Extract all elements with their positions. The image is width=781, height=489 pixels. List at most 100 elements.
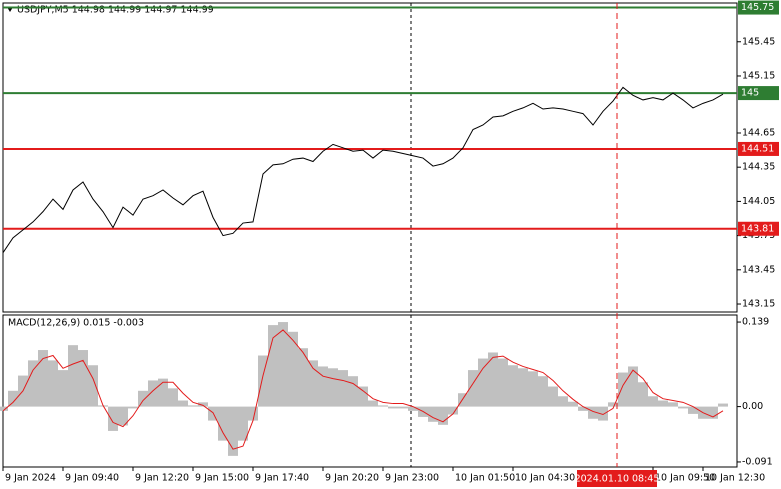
macd-bar	[298, 348, 308, 407]
x-tick-label: 10 Jan 01:50	[455, 473, 515, 484]
macd-bar	[118, 406, 128, 426]
macd-bar	[328, 368, 338, 407]
macd-bar	[538, 376, 548, 407]
macd-bar	[668, 402, 678, 407]
macd-bar	[458, 393, 468, 407]
level-label-box	[738, 86, 779, 101]
x-tick-label: 9 Jan 2024	[5, 473, 56, 484]
x-tick-label: 9 Jan 09:40	[65, 473, 119, 484]
crosshair-label: 2024.01.10 08:45	[575, 474, 660, 485]
price-line	[2, 86, 724, 253]
macd-bar	[648, 396, 658, 407]
level-label-box	[738, 141, 779, 156]
level-label: 143.81	[741, 223, 774, 234]
macd-bar	[378, 405, 388, 407]
macd-bar	[158, 378, 168, 407]
macd-bar	[638, 382, 648, 407]
level-label: 145.75	[741, 2, 774, 13]
macd-bar	[468, 370, 478, 407]
level-label: 144.51	[741, 143, 774, 154]
macd-bar	[168, 388, 178, 407]
macd-bar	[528, 371, 538, 407]
macd-bar	[58, 370, 68, 407]
y-tick-label: -0.091	[742, 456, 773, 467]
x-tick-label: 10 Jan 09:50	[655, 473, 715, 484]
macd-bar	[578, 406, 588, 411]
macd-bar	[588, 406, 598, 419]
x-tick-label: 9 Jan 15:00	[195, 473, 249, 484]
x-tick-label: 10 Jan 12:30	[705, 473, 765, 484]
macd-bar	[618, 372, 628, 407]
macd-bar	[548, 386, 558, 407]
macd-bar	[338, 370, 348, 407]
level-label-box	[738, 221, 779, 236]
macd-bar	[598, 406, 608, 421]
y-tick-label: 144.35	[742, 162, 775, 173]
macd-bar	[518, 368, 528, 407]
macd-bar	[558, 396, 568, 407]
x-tick-label: 9 Jan 12:20	[135, 473, 189, 484]
macd-bar	[348, 376, 358, 407]
y-tick-label: 0.00	[742, 401, 763, 412]
macd-bar	[248, 406, 258, 421]
macd-bar	[68, 345, 78, 407]
macd-bar	[318, 366, 328, 407]
macd-bar	[438, 406, 448, 425]
macd-bar	[658, 400, 668, 407]
macd-bar	[238, 406, 248, 441]
macd-bar	[228, 406, 238, 456]
macd-bar	[48, 360, 58, 407]
y-tick-label: 0.139	[742, 317, 769, 328]
macd-bar	[198, 402, 208, 407]
macd-bar	[268, 325, 278, 407]
level-label-box	[738, 0, 779, 15]
macd-bar	[568, 401, 578, 407]
y-tick-label: 145.15	[742, 70, 775, 81]
macd-bar	[448, 406, 458, 415]
macd-bar	[128, 406, 138, 409]
macd-title: MACD(12,26,9) 0.015 -0.003	[8, 318, 144, 329]
x-tick-label: 9 Jan 23:00	[385, 473, 439, 484]
signal-line	[2, 329, 724, 450]
macd-bar	[388, 406, 398, 409]
price-pane-frame	[2, 2, 738, 313]
macd-bar	[148, 380, 158, 407]
macd-bar	[368, 400, 378, 407]
x-tick-label: 9 Jan 17:40	[255, 473, 309, 484]
macd-bar	[478, 358, 488, 407]
y-tick-label: 144.65	[742, 127, 775, 138]
y-tick-label: 143.15	[742, 299, 775, 310]
macd-bar	[188, 405, 198, 407]
macd-bar	[78, 350, 88, 407]
y-tick-label: 143.45	[742, 264, 775, 275]
macd-bar	[178, 400, 188, 407]
macd-bar	[0, 406, 8, 411]
macd-bar	[408, 406, 418, 411]
crosshair-label-box	[577, 470, 657, 487]
macd-bar	[38, 350, 48, 407]
macd-bar	[708, 406, 718, 419]
macd-pane-frame	[2, 314, 738, 468]
x-tick-label: 10 Jan 04:30	[515, 473, 575, 484]
macd-bar	[488, 352, 498, 407]
macd-bar	[358, 386, 368, 407]
macd-bar	[88, 365, 98, 407]
y-tick-label: 145.45	[742, 36, 775, 47]
chart-title: USDJPY,M5 144.98 144.99 144.97 144.99	[17, 5, 214, 16]
macd-bar	[688, 406, 698, 414]
level-label: 145	[741, 88, 759, 99]
macd-bar	[678, 406, 688, 409]
macd-bar	[508, 365, 518, 407]
macd-bar	[498, 358, 508, 407]
macd-bar	[398, 406, 408, 409]
macd-bar	[8, 390, 18, 407]
macd-bar	[138, 390, 148, 407]
macd-bar	[28, 360, 38, 407]
y-tick-label: 144.05	[742, 196, 775, 207]
x-tick-label: 9 Jan 20:20	[325, 473, 379, 484]
macd-bar	[308, 360, 318, 407]
macd-bar	[218, 406, 228, 441]
macd-bar	[108, 406, 118, 431]
macd-bar	[628, 366, 638, 407]
